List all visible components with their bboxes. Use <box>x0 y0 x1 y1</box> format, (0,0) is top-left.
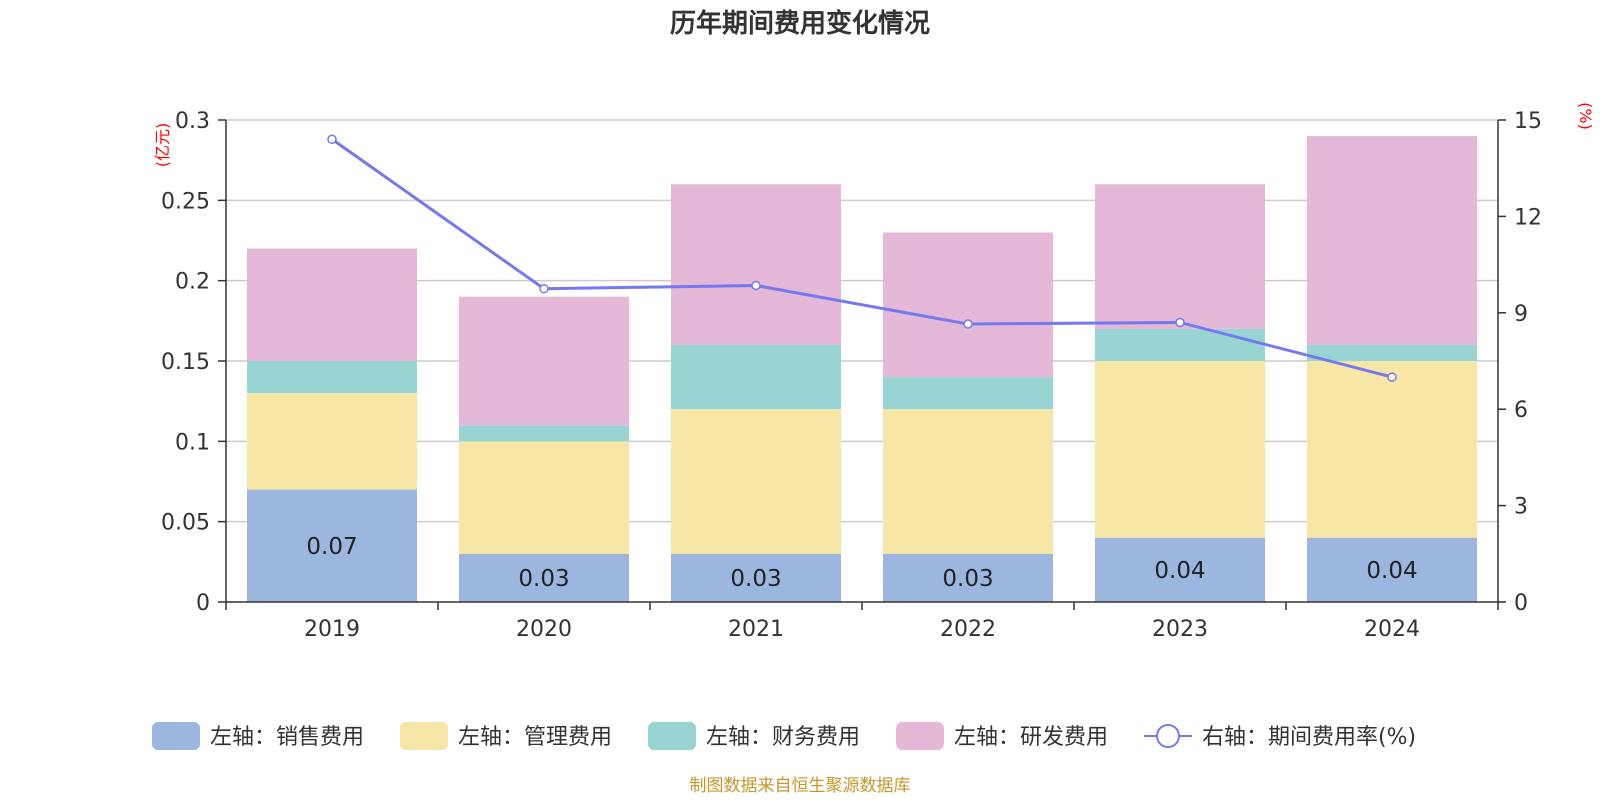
rate-point <box>751 280 761 291</box>
axes: 0 0.05 0.1 0.15 0.2 0.25 0.3 0 3 6 9 12 15 2019 2020 20… <box>161 109 1542 642</box>
right-tick-label: 6 <box>1514 398 1528 423</box>
legend-label: 左轴：研发费用 <box>954 725 1108 750</box>
bar-segment <box>883 377 1053 410</box>
bar-segment <box>247 248 417 361</box>
x-tick-label: 2020 <box>516 617 572 642</box>
bar-segment <box>671 409 841 554</box>
rate-point <box>327 134 337 145</box>
bar-data-label: 0.04 <box>1366 558 1417 584</box>
right-tick-label: 12 <box>1514 205 1542 230</box>
left-axis-unit: (亿元) <box>153 123 172 168</box>
rate-line <box>327 134 1397 382</box>
legend: 左轴：销售费用 左轴：管理费用 左轴：财务费用 左轴：研发费用 右轴：期间费用率(%) <box>152 722 1416 750</box>
legend-swatch <box>152 722 200 750</box>
rate-line-path <box>331 138 1393 379</box>
bar-segment <box>247 489 417 602</box>
bar-data-label: 0.07 <box>306 534 357 560</box>
bar-data-label: 0.04 <box>1154 558 1205 584</box>
legend-label: 左轴：销售费用 <box>210 725 364 750</box>
left-tick-label: 0.2 <box>175 270 210 295</box>
x-tick-label: 2023 <box>1152 617 1208 642</box>
legend-marker-icon <box>1156 724 1180 748</box>
bar-segment <box>671 344 841 410</box>
bar-segment <box>883 409 1053 554</box>
rate-point <box>963 319 973 329</box>
bar-segment <box>1307 344 1477 361</box>
bar-segment <box>1095 537 1265 602</box>
bar-data-label: 0.03 <box>942 566 993 592</box>
rate-point <box>1387 372 1397 382</box>
bar-segment <box>671 184 841 345</box>
x-tick-label: 2024 <box>1364 617 1420 642</box>
left-tick-label: 0.05 <box>161 511 210 536</box>
bar-segment <box>247 361 417 394</box>
bar-segment <box>883 553 1053 602</box>
left-tick-label: 0.1 <box>175 430 210 455</box>
legend-swatch <box>896 722 944 750</box>
bar-segment <box>459 425 629 442</box>
left-tick-label: 0.15 <box>161 350 210 375</box>
bar-data-label: 0.03 <box>730 566 781 592</box>
right-tick-label: 9 <box>1514 302 1528 327</box>
bar-segment <box>459 553 629 602</box>
chart-title: 历年期间费用变化情况 <box>670 8 930 39</box>
right-tick-label: 15 <box>1514 109 1542 134</box>
left-tick-label: 0.25 <box>161 189 210 214</box>
bar-segment <box>1095 361 1265 538</box>
bar-segment <box>671 553 841 602</box>
x-tick-label: 2019 <box>304 617 360 642</box>
bar-segment <box>1307 361 1477 538</box>
source-note: 制图数据来自恒生聚源数据库 <box>690 776 911 796</box>
rate-point <box>1175 317 1185 328</box>
bars: 0.07 0.03 0.03 0.03 0.04 0.04 <box>247 136 1477 602</box>
right-axis-unit: (%) <box>1576 102 1595 130</box>
bar-segment <box>1307 136 1477 345</box>
bar-segment <box>883 232 1053 378</box>
x-tick-label: 2022 <box>940 617 996 642</box>
right-tick-label: 3 <box>1514 495 1528 520</box>
bar-segment <box>1095 328 1265 361</box>
legend-label: 左轴：管理费用 <box>458 725 612 750</box>
left-tick-label: 0 <box>196 591 210 616</box>
bar-segment <box>1307 537 1477 602</box>
legend-label: 右轴：期间费用率(%) <box>1202 725 1416 750</box>
bar-segment <box>1095 184 1265 329</box>
bar-segment <box>247 393 417 490</box>
bar-segment <box>459 441 629 554</box>
legend-swatch <box>648 722 696 750</box>
bar-segment <box>459 296 629 426</box>
left-tick-label: 0.3 <box>175 109 210 134</box>
bar-data-label: 0.03 <box>518 566 569 592</box>
grid-lines <box>226 119 1498 523</box>
x-tick-label: 2021 <box>728 617 784 642</box>
legend-label: 左轴：财务费用 <box>706 725 860 750</box>
rate-point <box>539 283 549 294</box>
right-tick-label: 0 <box>1514 591 1528 616</box>
legend-swatch <box>400 722 448 750</box>
